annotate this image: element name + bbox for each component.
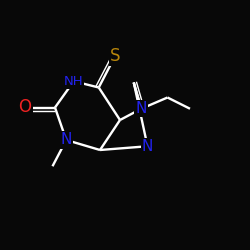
Text: S: S: [110, 47, 120, 65]
Text: N: N: [136, 101, 147, 116]
Text: O: O: [18, 98, 32, 116]
Text: N: N: [60, 132, 72, 148]
Text: NH: NH: [64, 75, 84, 88]
Text: N: N: [142, 139, 153, 154]
